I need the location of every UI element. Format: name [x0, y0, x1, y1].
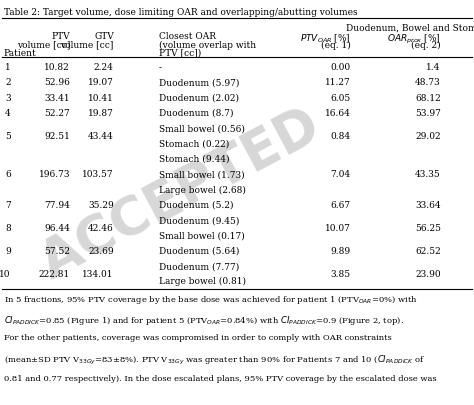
- Text: ACCEPTED: ACCEPTED: [32, 99, 328, 290]
- Text: Duodenum, Bowel and Stomach:: Duodenum, Bowel and Stomach:: [346, 23, 474, 32]
- Text: 43.35: 43.35: [415, 170, 441, 179]
- Text: Large bowel (0.81): Large bowel (0.81): [159, 277, 246, 286]
- Text: 6: 6: [5, 170, 11, 179]
- Text: PTV: PTV: [52, 32, 70, 41]
- Text: Duodenum (2.02): Duodenum (2.02): [159, 94, 239, 103]
- Text: 10.41: 10.41: [88, 94, 114, 103]
- Text: Duodenum (5.64): Duodenum (5.64): [159, 247, 239, 256]
- Text: 6.05: 6.05: [330, 94, 351, 103]
- Text: 42.46: 42.46: [88, 224, 114, 233]
- Text: Large bowel (2.68): Large bowel (2.68): [159, 185, 246, 195]
- Text: 0.84: 0.84: [331, 132, 351, 141]
- Text: 35.29: 35.29: [88, 201, 114, 210]
- Text: $OAR_{prox}$ [%]: $OAR_{prox}$ [%]: [387, 32, 441, 45]
- Text: 52.96: 52.96: [44, 79, 70, 87]
- Text: 5: 5: [5, 132, 11, 141]
- Text: 1: 1: [5, 63, 11, 72]
- Text: 0.81 and 0.77 respectively). In the dose escalated plans, 95% PTV coverage by th: 0.81 and 0.77 respectively). In the dose…: [4, 375, 437, 383]
- Text: 7.04: 7.04: [331, 170, 351, 179]
- Text: -: -: [159, 63, 162, 72]
- Text: 7: 7: [5, 201, 11, 210]
- Text: 48.73: 48.73: [415, 79, 441, 87]
- Text: Duodenum (8.7): Duodenum (8.7): [159, 109, 233, 118]
- Text: 10.07: 10.07: [325, 224, 351, 233]
- Text: 56.25: 56.25: [415, 224, 441, 233]
- Text: Small bowel (0.56): Small bowel (0.56): [159, 124, 245, 133]
- Text: 10.82: 10.82: [45, 63, 70, 72]
- Text: 77.94: 77.94: [44, 201, 70, 210]
- Text: 4: 4: [5, 109, 11, 118]
- Text: 196.73: 196.73: [39, 170, 70, 179]
- Text: Table 2: Target volume, dose limiting OAR and overlapping/abutting volumes: Table 2: Target volume, dose limiting OA…: [4, 8, 357, 17]
- Text: (eq. 2): (eq. 2): [411, 40, 441, 50]
- Text: 68.12: 68.12: [415, 94, 441, 103]
- Text: 11.27: 11.27: [325, 79, 351, 87]
- Text: 62.52: 62.52: [415, 247, 441, 256]
- Text: Stomach (9.44): Stomach (9.44): [159, 155, 229, 164]
- Text: 53.97: 53.97: [415, 109, 441, 118]
- Text: $CI_{PADDICK}$=0.85 (Figure 1) and for patient 5 (PTV$_{OAR}$=0.84%) with $CI_{P: $CI_{PADDICK}$=0.85 (Figure 1) and for p…: [4, 314, 404, 327]
- Text: 57.52: 57.52: [44, 247, 70, 256]
- Text: Patient: Patient: [4, 49, 36, 58]
- Text: In 5 fractions, 95% PTV coverage by the base dose was achieved for patient 1 (PT: In 5 fractions, 95% PTV coverage by the …: [4, 294, 418, 306]
- Text: 9: 9: [5, 247, 11, 256]
- Text: Stomach (0.22): Stomach (0.22): [159, 140, 229, 149]
- Text: 8: 8: [5, 224, 11, 233]
- Text: Duodenum (7.77): Duodenum (7.77): [159, 262, 239, 271]
- Text: 16.64: 16.64: [325, 109, 351, 118]
- Text: (mean±SD PTV V$_{33Gy}$=83±8%). PTV V$_{33Gy}$ was greater than 90% for Patients: (mean±SD PTV V$_{33Gy}$=83±8%). PTV V$_{…: [4, 354, 425, 367]
- Text: 222.81: 222.81: [39, 270, 70, 279]
- Text: 3: 3: [5, 94, 11, 103]
- Text: 19.87: 19.87: [88, 109, 114, 118]
- Text: 29.02: 29.02: [415, 132, 441, 141]
- Text: Closest OAR: Closest OAR: [159, 32, 216, 41]
- Text: 2.24: 2.24: [94, 63, 114, 72]
- Text: volume [cc]: volume [cc]: [17, 40, 70, 49]
- Text: 10: 10: [0, 270, 11, 279]
- Text: 9.89: 9.89: [331, 247, 351, 256]
- Text: Duodenum (5.2): Duodenum (5.2): [159, 201, 233, 210]
- Text: 33.64: 33.64: [415, 201, 441, 210]
- Text: 43.44: 43.44: [88, 132, 114, 141]
- Text: For the other patients, coverage was compromised in order to comply with OAR con: For the other patients, coverage was com…: [4, 334, 392, 342]
- Text: 2: 2: [5, 79, 11, 87]
- Text: (eq. 1): (eq. 1): [321, 40, 351, 50]
- Text: 1.4: 1.4: [427, 63, 441, 72]
- Text: 134.01: 134.01: [82, 270, 114, 279]
- Text: $PTV_{OAR}$ [%]: $PTV_{OAR}$ [%]: [300, 32, 351, 45]
- Text: 0.00: 0.00: [331, 63, 351, 72]
- Text: 19.07: 19.07: [88, 79, 114, 87]
- Text: 52.27: 52.27: [45, 109, 70, 118]
- Text: Duodenum (9.45): Duodenum (9.45): [159, 216, 239, 225]
- Text: 33.41: 33.41: [45, 94, 70, 103]
- Text: volume [cc]: volume [cc]: [60, 40, 114, 49]
- Text: (volume overlap with: (volume overlap with: [159, 40, 256, 50]
- Text: 23.90: 23.90: [415, 270, 441, 279]
- Text: 96.44: 96.44: [44, 224, 70, 233]
- Text: 3.85: 3.85: [331, 270, 351, 279]
- Text: 92.51: 92.51: [44, 132, 70, 141]
- Text: 6.67: 6.67: [331, 201, 351, 210]
- Text: Duodenum (5.97): Duodenum (5.97): [159, 79, 239, 87]
- Text: Small bowel (0.17): Small bowel (0.17): [159, 232, 245, 241]
- Text: GTV: GTV: [94, 32, 114, 41]
- Text: PTV [cc]): PTV [cc]): [159, 49, 201, 58]
- Text: Small bowel (1.73): Small bowel (1.73): [159, 170, 245, 179]
- Text: 23.69: 23.69: [88, 247, 114, 256]
- Text: 103.57: 103.57: [82, 170, 114, 179]
